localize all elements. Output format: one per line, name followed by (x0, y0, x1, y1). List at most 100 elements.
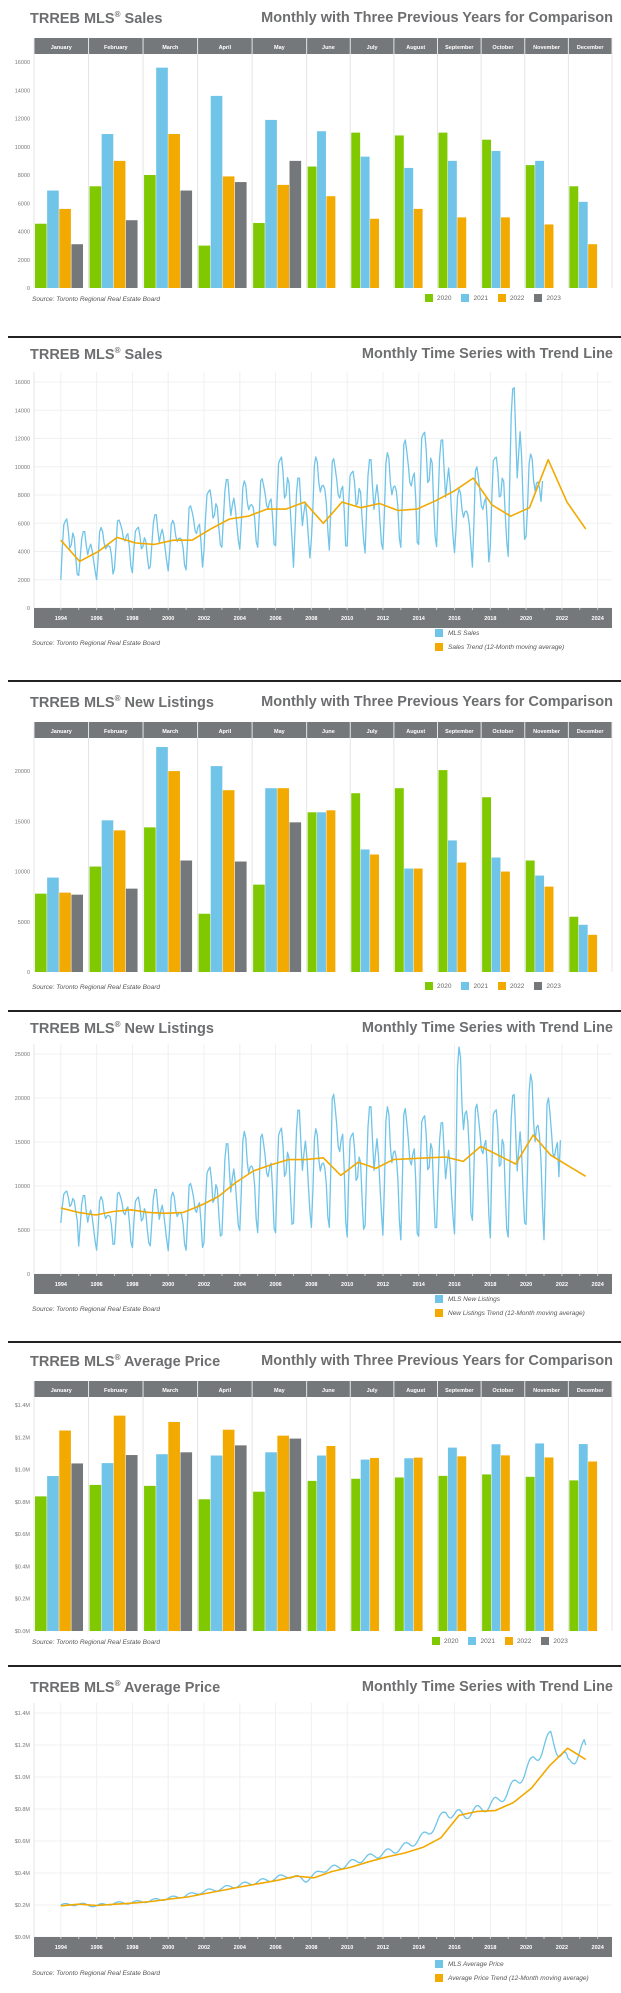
x-axis-band (34, 1274, 612, 1294)
x-tick-label: 2012 (377, 1282, 389, 1288)
bar-2022-december (588, 1461, 598, 1631)
bar-2023-march (180, 860, 193, 972)
month-label: April (219, 729, 232, 735)
bar-2020-january (35, 1496, 47, 1631)
bar-2022-march (168, 1421, 180, 1631)
month-label: June (322, 1388, 335, 1394)
bar-2022-march (168, 134, 180, 288)
bar-2020-september (438, 1475, 448, 1631)
swatch-series (435, 629, 443, 637)
y-tick-label: 16000 (15, 60, 30, 66)
bar-2022-november (544, 1457, 554, 1631)
x-tick-label: 2002 (198, 616, 210, 622)
bar-2020-may (253, 884, 265, 972)
y-tick-label: $1.0M (15, 1775, 31, 1781)
y-tick-label: 10000 (15, 145, 30, 151)
bar-2022-november (544, 224, 554, 288)
y-tick-label: 14000 (15, 88, 30, 94)
bar-2020-january (35, 893, 47, 972)
listings-bar-panel: TRREB MLS® New Listings Monthly with Thr… (0, 680, 621, 1000)
bar-2020-december (569, 1480, 579, 1631)
y-tick-label: $0.0M (15, 1935, 31, 1941)
month-label: June (322, 729, 335, 735)
y-tick-label: 10000 (15, 870, 30, 876)
month-label: December (577, 45, 604, 51)
month-label: March (162, 45, 179, 51)
month-label: September (445, 45, 474, 51)
bar-2021-november (535, 1443, 545, 1631)
month-label: November (533, 45, 561, 51)
bar-2022-october (500, 871, 510, 972)
divider (8, 1010, 621, 1012)
x-tick-label: 2002 (198, 1945, 210, 1951)
bar-2022-february (113, 1415, 126, 1631)
bar-2021-march (156, 1454, 168, 1631)
month-header-bar (34, 38, 612, 54)
y-tick-label: $0.2M (15, 1903, 31, 1909)
panel-subtitle: Monthly with Three Previous Years for Co… (261, 694, 613, 710)
x-tick-label: 1996 (91, 616, 103, 622)
y-tick-label: 2000 (18, 258, 30, 264)
bar-2022-june (326, 810, 336, 972)
bar-2022-january (59, 892, 71, 972)
panel-title: TRREB MLS® Average Price (30, 1353, 221, 1370)
divider (8, 1341, 621, 1343)
bar-2020-october (482, 139, 492, 288)
listings-bar-chart: January February March April May June July Augu… (15, 722, 613, 976)
panel-subtitle: Monthly with Three Previous Years for Co… (261, 1353, 613, 1369)
y-tick-label: $1.4M (15, 1711, 31, 1717)
x-tick-label: 1996 (91, 1945, 103, 1951)
y-tick-label: $1.2M (15, 1435, 31, 1441)
x-tick-label: 2024 (592, 616, 605, 622)
month-header-bar (34, 1381, 612, 1397)
bar-2023-february (125, 220, 138, 288)
month-label: February (104, 45, 128, 51)
bar-2020-october (482, 797, 492, 972)
bar-2021-june (317, 1455, 326, 1631)
y-tick-label: $0.6M (15, 1839, 31, 1845)
y-tick-label: $0.8M (15, 1500, 31, 1506)
swatch-2020 (425, 294, 433, 302)
swatch-series (435, 1960, 443, 1968)
panel-title: TRREB MLS® Average Price (30, 1679, 221, 1696)
y-tick-label: $0.0M (15, 1629, 31, 1635)
bar-2020-november (525, 165, 535, 288)
legend-2023: 2023 (534, 294, 561, 302)
x-tick-label: 1998 (126, 1945, 138, 1951)
y-tick-label: 6000 (18, 521, 30, 527)
bar-2021-april (210, 1455, 223, 1631)
trend-line (60, 1747, 587, 1907)
y-tick-label: 0 (27, 286, 30, 292)
bar-2021-august (404, 167, 414, 288)
bar-2021-june (317, 812, 326, 972)
bar-2020-august (394, 135, 404, 288)
x-tick-label: 2004 (234, 1282, 247, 1288)
y-tick-label: $1.4M (15, 1403, 31, 1409)
bar-2021-march (156, 747, 168, 972)
x-tick-label: 2022 (556, 1282, 568, 1288)
sales-bar-chart: January February March April May June July Augu… (15, 38, 613, 292)
x-tick-label: 2010 (341, 1945, 353, 1951)
y-tick-label: $0.8M (15, 1807, 31, 1813)
y-tick-label: $0.4M (15, 1871, 31, 1877)
x-tick-label: 2014 (413, 616, 426, 622)
y-tick-label: 4000 (18, 550, 30, 556)
price-bar-chart: January February March April May June July Augu… (15, 1381, 613, 1635)
bar-2022-may (277, 1435, 290, 1631)
swatch-2023 (534, 294, 543, 302)
series-legend: MLS Sales Sales Trend (12-Month moving a… (435, 626, 564, 654)
source-note: Source: Toronto Regional Real Estate Boa… (32, 1639, 161, 1646)
bar-2020-september (438, 132, 448, 288)
bar-2022-april (222, 176, 235, 288)
series-line (60, 387, 544, 581)
y-tick-label: 8000 (18, 173, 30, 179)
x-tick-label: 2018 (484, 1945, 496, 1951)
divider (8, 680, 621, 682)
year-legend: 2020 2021 2022 2023 (425, 294, 561, 302)
x-tick-label: 2018 (484, 1282, 496, 1288)
series-line (60, 1730, 587, 1908)
bar-2021-october (491, 150, 501, 288)
bar-2020-july (351, 1478, 361, 1631)
bar-2022-october (500, 1455, 510, 1631)
bar-2020-april (198, 1499, 211, 1631)
